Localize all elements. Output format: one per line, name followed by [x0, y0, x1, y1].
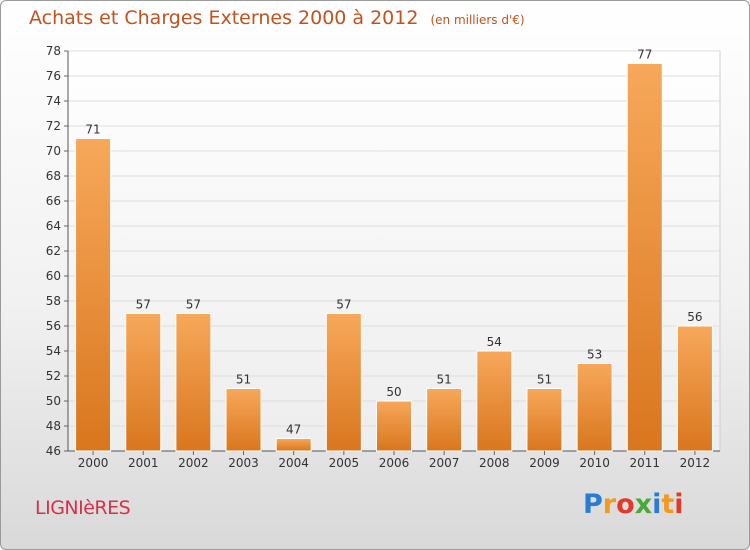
- logo-letter: x: [634, 489, 653, 520]
- y-tick-label: 74: [46, 94, 61, 108]
- x-tick-label: 2008: [479, 456, 510, 470]
- x-tick-label: 2006: [379, 456, 410, 470]
- y-tick-label: 50: [46, 394, 61, 408]
- data-label: 56: [687, 310, 702, 324]
- bar: [526, 388, 563, 452]
- logo-letter: P: [583, 489, 603, 520]
- y-tick-label: 64: [46, 219, 61, 233]
- y-tick-label: 78: [46, 44, 61, 58]
- y-tick-label: 46: [46, 444, 61, 458]
- data-label: 53: [587, 348, 602, 362]
- y-tick-label: 56: [46, 319, 61, 333]
- logo-letter: o: [616, 489, 635, 520]
- bar: [376, 400, 412, 452]
- x-tick-label: 2001: [128, 456, 159, 470]
- logo-letter: i: [652, 489, 662, 520]
- y-tick-label: 58: [46, 294, 61, 308]
- data-label: 77: [637, 48, 652, 62]
- bar: [225, 388, 262, 452]
- y-tick-label: 66: [46, 194, 61, 208]
- chart-title: Achats et Charges Externes 2000 à 2012 (e…: [29, 7, 525, 29]
- data-label: 51: [236, 373, 251, 387]
- data-label: 57: [186, 298, 201, 312]
- bar: [125, 313, 162, 452]
- x-tick-label: 2010: [579, 456, 610, 470]
- y-tick-label: 72: [46, 119, 61, 133]
- bar: [275, 438, 312, 452]
- y-tick-label: 54: [46, 344, 61, 358]
- logo-letter: i: [674, 489, 684, 520]
- x-tick-label: 2012: [680, 456, 711, 470]
- bar: [476, 350, 513, 452]
- y-tick-label: 68: [46, 169, 61, 183]
- data-label: 57: [136, 298, 151, 312]
- proxiti-logo: Proxiti: [583, 489, 684, 520]
- bar: [576, 363, 613, 452]
- bar: [175, 313, 212, 452]
- city-name: LIGNIèRES: [35, 497, 131, 519]
- data-label: 57: [336, 298, 351, 312]
- data-label: 71: [85, 123, 100, 137]
- x-tick-label: 2005: [329, 456, 360, 470]
- y-tick-label: 62: [46, 244, 61, 258]
- data-label: 54: [487, 335, 502, 349]
- y-tick-label: 60: [46, 269, 61, 283]
- y-tick-label: 52: [46, 369, 61, 383]
- logo-letter: r: [602, 489, 617, 520]
- chart-title-text: Achats et Charges Externes 2000 à 2012: [29, 7, 419, 29]
- x-tick-label: 2003: [228, 456, 259, 470]
- bar: [325, 313, 362, 452]
- x-tick-label: 2004: [278, 456, 309, 470]
- data-label: 50: [386, 385, 401, 399]
- logo-letter: t: [661, 489, 675, 520]
- bar: [676, 325, 713, 452]
- x-tick-label: 2009: [529, 456, 560, 470]
- x-tick-label: 2002: [178, 456, 209, 470]
- data-label: 51: [437, 373, 452, 387]
- x-tick-label: 2007: [429, 456, 460, 470]
- y-tick-label: 76: [46, 69, 61, 83]
- chart-subtitle: (en milliers d'€): [430, 13, 525, 27]
- bar: [426, 388, 463, 452]
- data-label: 51: [537, 373, 552, 387]
- bar: [626, 63, 663, 452]
- y-tick-label: 48: [46, 419, 61, 433]
- x-tick-label: 2000: [78, 456, 109, 470]
- data-label: 47: [286, 423, 301, 437]
- x-tick-label: 2011: [629, 456, 660, 470]
- bar: [75, 138, 112, 452]
- y-tick-label: 70: [46, 144, 61, 158]
